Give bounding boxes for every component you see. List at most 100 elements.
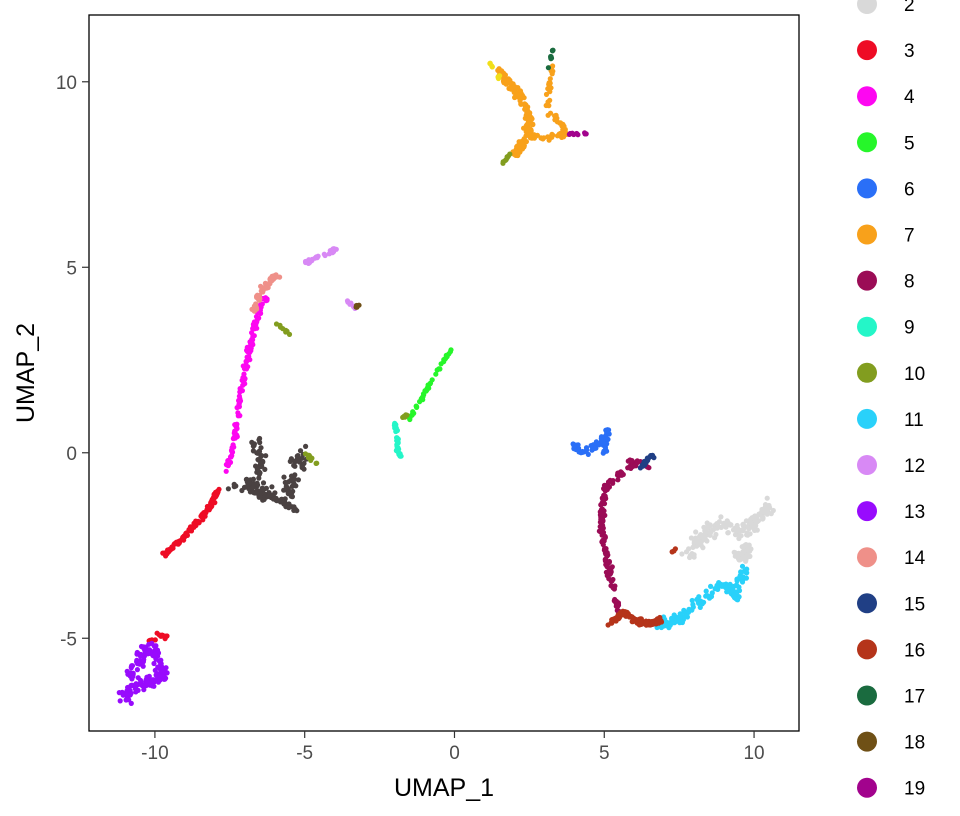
scatter-point <box>306 257 312 263</box>
scatter-point <box>702 535 708 541</box>
scatter-point <box>244 476 250 482</box>
scatter-point <box>241 371 247 377</box>
scatter-point <box>685 609 692 615</box>
scatter-point <box>643 620 649 626</box>
scatter-point <box>645 457 651 463</box>
scatter-point <box>575 447 581 453</box>
scatter-point <box>613 615 619 622</box>
scatter-point <box>497 68 503 74</box>
scatter-point <box>169 544 175 550</box>
scatter-point <box>616 472 622 478</box>
scatter-point <box>545 99 551 105</box>
scatter-point <box>743 518 750 524</box>
scatter-point <box>621 611 627 617</box>
scatter-point <box>725 530 731 536</box>
scatter-point <box>506 80 512 86</box>
scatter-point <box>738 527 744 534</box>
scatter-point <box>739 563 746 569</box>
scatter-point <box>258 460 264 466</box>
scatter-point <box>489 63 495 69</box>
scatter-point <box>670 620 676 626</box>
scatter-point <box>695 541 701 547</box>
scatter-point <box>705 525 711 531</box>
scatter-point <box>395 436 401 442</box>
scatter-point <box>411 410 417 416</box>
scatter-point <box>254 466 260 472</box>
scatter-point <box>394 442 400 448</box>
x-axis: -10 -5 0 5 10 <box>141 731 765 764</box>
scatter-point <box>127 692 133 698</box>
scatter-point <box>609 578 615 584</box>
scatter-point <box>301 466 307 472</box>
scatter-point <box>697 604 703 611</box>
legend-key <box>857 362 877 383</box>
scatter-point <box>686 546 692 552</box>
scatter-point <box>763 505 769 511</box>
scatter-point <box>250 484 256 490</box>
scatter-point <box>157 673 163 679</box>
scatter-point <box>708 593 715 600</box>
scatter-point <box>152 667 158 674</box>
scatter-point <box>548 55 555 61</box>
scatter-point <box>708 529 714 536</box>
scatter-point <box>286 505 292 511</box>
scatter-point <box>249 336 255 342</box>
scatter-point <box>210 500 216 506</box>
scatter-point <box>257 470 263 476</box>
scatter-point <box>602 546 608 552</box>
scatter-point <box>288 473 295 479</box>
scatter-point <box>569 130 575 136</box>
scatter-point <box>151 660 157 667</box>
scatter-point <box>748 521 754 527</box>
scatter-point <box>277 274 283 280</box>
scatter-point <box>256 292 263 299</box>
scatter-point <box>602 533 608 539</box>
scatter-point <box>309 455 315 461</box>
scatter-point <box>626 614 632 620</box>
scatter-point <box>186 527 192 533</box>
scatter-point <box>195 518 201 525</box>
scatter-point <box>745 532 751 538</box>
scatter-point <box>521 136 527 142</box>
scatter-point <box>549 132 555 138</box>
scatter-point <box>225 486 231 492</box>
scatter-point <box>604 485 610 491</box>
scatter-point <box>250 448 256 454</box>
y-axis-title: UMAP_2 <box>12 323 40 423</box>
scatter-point <box>262 466 268 472</box>
y-tick-label: 5 <box>66 258 77 279</box>
scatter-point <box>733 583 739 589</box>
scatter-point <box>287 458 293 464</box>
scatter-point <box>279 497 285 503</box>
scatter-point <box>651 455 657 461</box>
scatter-point <box>545 112 551 118</box>
scatter-point <box>134 667 140 673</box>
scatter-point <box>249 306 255 312</box>
scatter-point <box>141 687 147 693</box>
scatter-point <box>752 518 758 524</box>
scatter-point <box>698 598 704 604</box>
scatter-point <box>678 619 684 625</box>
scatter-point <box>138 643 145 650</box>
scatter-point <box>703 593 709 599</box>
scatter-point <box>501 77 507 83</box>
scatter-point <box>295 477 301 483</box>
scatter-point <box>236 393 242 399</box>
scatter-point <box>255 482 261 488</box>
scatter-point <box>743 558 749 564</box>
scatter-point <box>225 462 232 468</box>
legend-label: 6 <box>904 179 915 200</box>
scatter-point <box>246 486 252 492</box>
scatter-point <box>625 458 631 464</box>
scatter-point <box>266 492 272 498</box>
scatter-point <box>133 689 139 695</box>
legend-label: 19 <box>904 779 925 800</box>
scatter-point <box>547 80 553 86</box>
scatter-point <box>137 653 144 659</box>
scatter-point <box>128 664 134 670</box>
scatter-point <box>768 510 774 517</box>
x-tick-label: 10 <box>743 743 764 764</box>
scatter-point <box>615 477 621 483</box>
scatter-point <box>525 109 531 115</box>
